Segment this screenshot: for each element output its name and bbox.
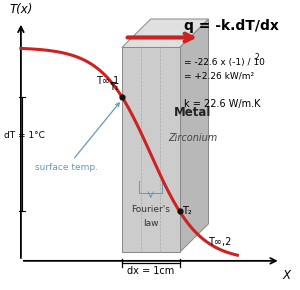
Text: dT = 1°C: dT = 1°C xyxy=(4,131,44,140)
Text: 2: 2 xyxy=(255,53,260,62)
Text: surface temp.: surface temp. xyxy=(35,103,119,172)
Text: X: X xyxy=(282,269,290,282)
Text: dx = 1cm: dx = 1cm xyxy=(127,266,174,276)
Text: T∞,1: T∞,1 xyxy=(96,77,119,86)
Text: Metal: Metal xyxy=(174,106,211,119)
Text: = +2.26 kW/m²: = +2.26 kW/m² xyxy=(184,72,254,81)
Polygon shape xyxy=(122,48,180,252)
Text: law: law xyxy=(143,219,158,228)
Text: Zirconium: Zirconium xyxy=(168,133,217,144)
Polygon shape xyxy=(122,19,208,48)
Text: T₁: T₁ xyxy=(109,82,119,92)
Text: = -22.6 x (-1) / 10: = -22.6 x (-1) / 10 xyxy=(184,57,265,66)
Text: Fourier's: Fourier's xyxy=(131,205,170,214)
Text: T(x): T(x) xyxy=(9,3,33,16)
Polygon shape xyxy=(180,19,208,252)
Text: T∞,2: T∞,2 xyxy=(208,237,232,247)
Text: k = 22.6 W/m.K: k = 22.6 W/m.K xyxy=(184,99,260,109)
Text: q = -k.dT/dx: q = -k.dT/dx xyxy=(184,19,279,33)
Text: T₂: T₂ xyxy=(182,206,192,216)
